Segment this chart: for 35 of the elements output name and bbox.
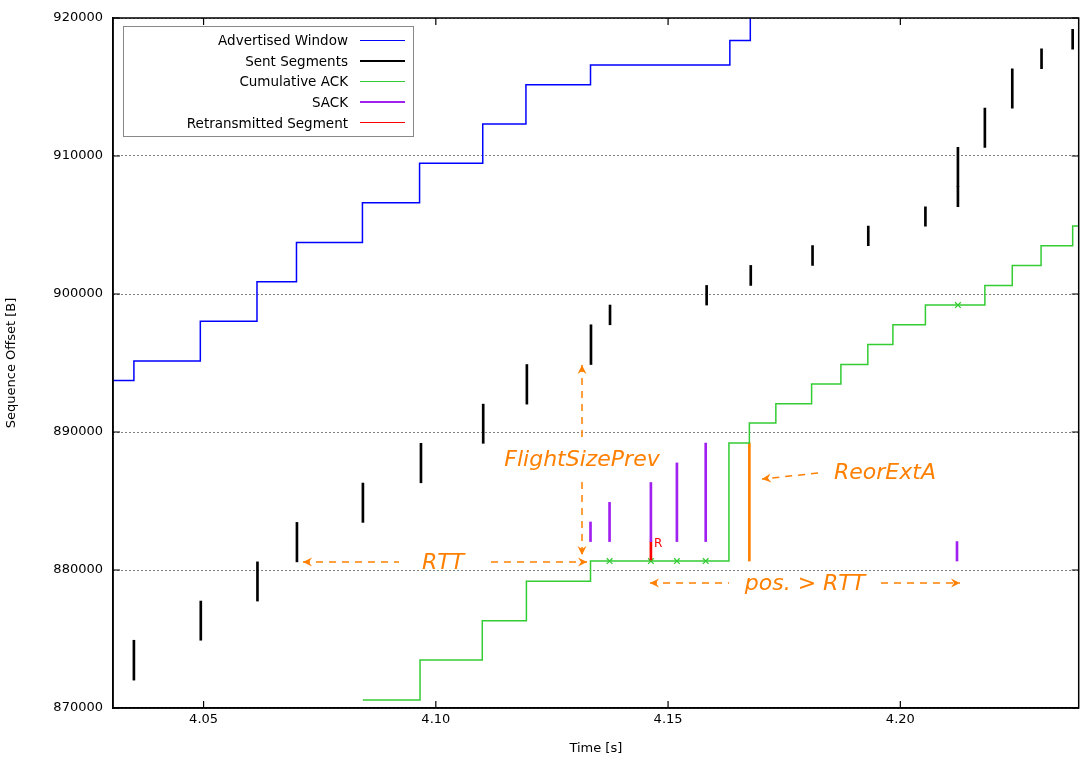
bar: [811, 245, 814, 266]
bar: [705, 285, 708, 306]
annotation: RTT: [421, 548, 466, 574]
bar: [1071, 29, 1074, 50]
x-tick-label: 4.05: [189, 711, 219, 727]
bar: [704, 442, 708, 542]
y-tick-label: 900000: [53, 285, 103, 301]
bar: [199, 600, 203, 641]
y-axis-title: Sequence Offset [B]: [3, 297, 19, 429]
x-tick-label: 4.15: [653, 711, 683, 727]
legend-label: SACK: [310, 94, 348, 111]
data-label: R: [653, 535, 663, 550]
annotation: FlightSizePrev: [504, 445, 661, 471]
y-tick-label: 870000: [53, 699, 103, 715]
legend-label: Retransmitted Segment: [185, 114, 348, 131]
bar: [608, 502, 611, 542]
legend-label: Advertised Window: [217, 32, 348, 49]
bar: [924, 206, 927, 227]
y-tick-label: 920000: [53, 9, 103, 25]
x-axis-title: Time [s]: [568, 739, 623, 755]
annotation: ReorExtA: [834, 458, 936, 484]
legend-label: Cumulative ACK: [238, 73, 348, 90]
legend-label: Sent Segments: [244, 52, 348, 69]
x-tick-label: 4.10: [421, 711, 451, 727]
bar: [1010, 68, 1014, 109]
x-tick-label: 4.20: [885, 711, 915, 727]
bar: [748, 442, 751, 562]
y-tick-label: 910000: [53, 147, 103, 163]
bar: [866, 225, 870, 247]
y-tick-label: 880000: [53, 561, 103, 577]
y-tick-label: 890000: [53, 423, 103, 439]
bar: [589, 521, 592, 542]
bar: [1040, 48, 1043, 69]
bar: [749, 265, 753, 286]
annotation: pos. > RTT: [743, 569, 867, 595]
